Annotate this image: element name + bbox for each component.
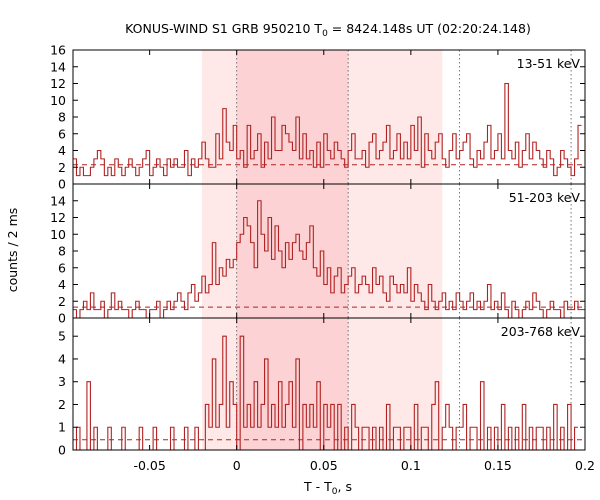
y-tick-label: 2 [58,294,66,309]
x-axis-label: T - T0, s [303,479,352,497]
y-tick-label: 8 [58,244,66,259]
y-tick-label: 12 [50,76,66,91]
x-tick-label: 0.1 [401,458,421,473]
x-tick-label: 0.2 [575,458,595,473]
y-tick-label: 16 [50,43,66,58]
y-tick-label: 0 [58,311,66,326]
y-tick-label: 14 [50,193,66,208]
shade-inner [236,50,349,184]
y-tick-label: 0 [58,443,66,458]
y-tick-label: 6 [58,126,66,141]
x-tick-label: 0 [233,458,241,473]
panel-2: 0 2 4 68 10 12 14 51-203 keV [50,183,586,326]
y-tick-label: 0 [58,177,66,192]
y-tick-label: 2 [58,160,66,175]
y-tick-label: 14 [50,59,66,74]
panel-energy-label: 13-51 keV [517,56,581,71]
y-tick-label: 4 [58,277,66,292]
panel-energy-label: 51-203 keV [509,190,581,205]
y-tick-label: 4 [58,143,66,158]
y-tick-label: 10 [50,227,66,242]
y-tick-label: 2 [58,397,66,412]
y-tick-label: 4 [58,351,66,366]
y-tick-label: 5 [58,329,66,344]
count-histogram-series [73,82,582,177]
y-tick-label: 1 [58,420,66,435]
count-histogram-series [73,200,585,319]
y-axis-label: counts / 2 ms [5,208,20,293]
y-tick-label: 10 [50,93,66,108]
panel-3: 0 1 2 3 4 5 203-768 keV [58,317,586,458]
chart-title: KONUS-WIND S1 GRB 950210 T0 = 8424.148s … [125,21,531,39]
y-tick-label: 6 [58,260,66,275]
y-tick-label: 12 [50,210,66,225]
panel-energy-label: 203-768 keV [501,324,581,339]
y-tick-label: 3 [58,374,66,389]
x-tick-label: 0.05 [310,458,338,473]
y-tick-label: 8 [58,110,66,125]
panel-frame [72,317,586,451]
x-tick-label: -0.05 [133,458,165,473]
x-tick-label: 0.15 [484,458,512,473]
